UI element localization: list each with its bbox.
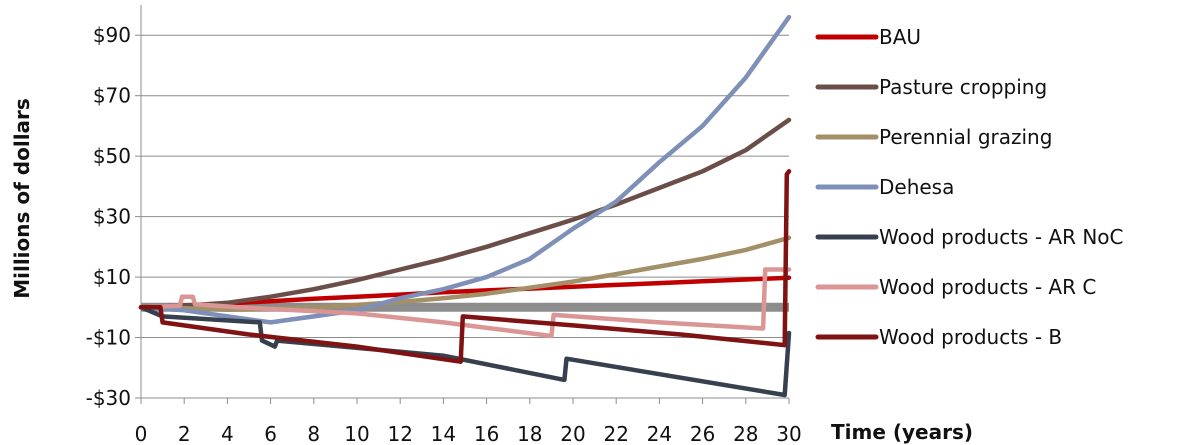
- y-tick-label: $70: [93, 84, 131, 108]
- x-tick-label: 2: [178, 422, 191, 445]
- y-axis-ticks: $90 $70 $50 $30 $10 -$10 -$30: [86, 23, 141, 410]
- gridlines: [141, 34, 789, 399]
- series-line-perennial-grazing: [138, 235, 792, 312]
- x-tick-label: 6: [264, 422, 277, 445]
- x-tick-label: 28: [733, 422, 758, 445]
- x-tick-label: 24: [647, 422, 672, 445]
- series-line-wood-products-b: [138, 169, 792, 364]
- legend-label: BAU: [879, 25, 921, 49]
- x-tick-label: 14: [431, 422, 456, 445]
- y-axis-title: Millions of dollars: [10, 98, 34, 299]
- series-line-wood-products-ar-noc: [138, 305, 792, 398]
- y-tick-label: -$10: [86, 326, 131, 350]
- x-axis-ticks: 0 2 4 6 8 10 12 14 16 18 20 22 24 26 28 30: [135, 398, 802, 445]
- series-line-bau: [138, 275, 792, 310]
- series-line-pasture-cropping: [138, 117, 792, 310]
- x-tick-label: 16: [474, 422, 499, 445]
- x-tick-label: 12: [387, 422, 412, 445]
- legend-label: Perennial grazing: [879, 125, 1052, 149]
- x-tick-label: 30: [776, 422, 801, 445]
- x-tick-label: 8: [307, 422, 320, 445]
- legend-label: Wood products - B: [879, 325, 1062, 349]
- legend-label: Pasture cropping: [879, 75, 1047, 99]
- x-tick-label: 0: [135, 422, 148, 445]
- y-tick-label: $50: [93, 144, 131, 168]
- x-tick-label: 20: [560, 422, 585, 445]
- series-line-dehesa: [138, 14, 792, 325]
- x-tick-label: 22: [603, 422, 628, 445]
- y-tick-label: $30: [93, 205, 131, 229]
- y-tick-label: $10: [93, 265, 131, 289]
- legend-label: Dehesa: [879, 175, 954, 199]
- x-tick-label: 4: [221, 422, 234, 445]
- x-tick-label: 18: [517, 422, 542, 445]
- series-line-wood-products-ar-c: [138, 267, 792, 339]
- legend-label: Wood products - AR NoC: [879, 225, 1124, 249]
- x-tick-label: 26: [690, 422, 715, 445]
- y-tick-label: -$30: [86, 386, 131, 410]
- x-tick-label: 10: [344, 422, 369, 445]
- x-axis-title: Time (years): [831, 420, 973, 444]
- legend-label: Wood products - AR C: [879, 275, 1096, 299]
- legend: BAU Pasture cropping Perennial grazing Dehe…: [815, 25, 1124, 349]
- y-tick-label: $90: [93, 23, 131, 47]
- series-lines: [138, 14, 792, 398]
